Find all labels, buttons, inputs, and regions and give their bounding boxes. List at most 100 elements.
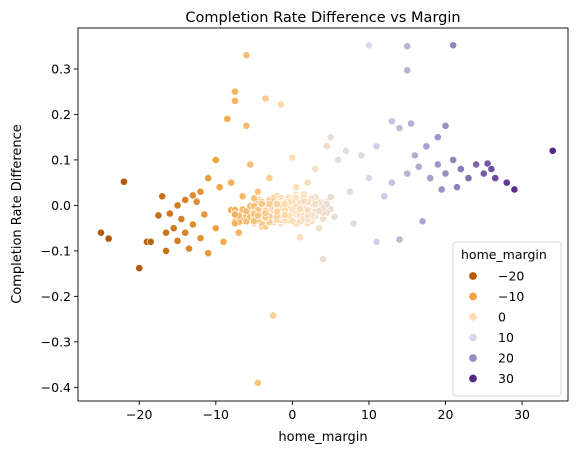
data-point [254, 211, 262, 220]
data-point [449, 41, 458, 50]
data-point [181, 228, 190, 237]
data-point [231, 219, 239, 228]
data-point [292, 183, 301, 192]
points-layer [97, 41, 557, 387]
legend: home_margin −20 −10 0 10 20 30 [452, 241, 562, 397]
y-tick-label: 0.0 [51, 198, 71, 213]
y-tick-label: −0.1 [41, 243, 71, 258]
data-point [120, 177, 128, 186]
data-point [238, 192, 247, 201]
data-point [464, 174, 473, 183]
data-point [311, 165, 320, 173]
data-point [418, 217, 427, 226]
data-point [491, 174, 500, 183]
data-point [231, 96, 239, 105]
data-point [315, 207, 324, 215]
data-point [311, 199, 320, 208]
data-point [200, 210, 209, 219]
data-point [449, 156, 458, 164]
data-point [410, 151, 419, 160]
legend-marker [468, 271, 478, 281]
data-point [388, 178, 396, 187]
x-tick-label: 20 [438, 407, 454, 422]
legend-marker [468, 332, 478, 342]
legend-label: 30 [498, 371, 514, 386]
data-point [322, 142, 331, 151]
data-point [372, 237, 381, 246]
data-point [135, 264, 144, 273]
data-point [280, 200, 289, 209]
data-point [303, 178, 312, 187]
data-point [403, 169, 412, 178]
data-point [276, 100, 285, 109]
data-point [261, 94, 270, 103]
data-point [162, 246, 170, 255]
data-point [242, 207, 251, 216]
data-point [250, 194, 258, 203]
data-point [487, 165, 496, 173]
data-point [97, 228, 105, 237]
data-point [265, 174, 274, 183]
data-point [227, 178, 236, 187]
data-point [395, 124, 404, 132]
legend-label: 10 [498, 330, 514, 345]
data-point [185, 244, 193, 253]
data-point [211, 224, 220, 233]
data-point [296, 233, 304, 242]
data-point [154, 211, 163, 220]
legend-marker [468, 373, 478, 383]
x-tick-label: 0 [288, 407, 296, 422]
data-point [261, 209, 270, 217]
data-point [288, 217, 297, 225]
data-point [326, 133, 335, 142]
legend-marker [468, 312, 478, 322]
chart-title: Completion Rate Difference vs Margin [185, 10, 460, 26]
data-point [288, 153, 297, 162]
data-point [422, 142, 431, 151]
data-point [158, 192, 167, 201]
data-point [234, 228, 243, 237]
data-point [299, 197, 308, 206]
data-point [372, 142, 381, 151]
data-point [211, 156, 220, 164]
data-point [296, 204, 304, 213]
data-point [177, 215, 186, 223]
legend-entries: −20 −10 0 10 20 30 [468, 269, 524, 386]
y-axis-label: Completion Rate Difference [10, 124, 25, 304]
y-tick-label: 0.3 [51, 61, 71, 76]
x-tick-label: 10 [361, 407, 377, 422]
legend-label: 0 [498, 310, 506, 325]
data-point [242, 121, 251, 130]
data-point [315, 224, 324, 233]
data-point [273, 207, 281, 216]
x-axis-label: home_margin [278, 430, 367, 445]
data-point [231, 87, 239, 96]
legend-box [452, 241, 562, 397]
data-point [388, 117, 396, 126]
legend-label: −20 [498, 269, 524, 284]
data-point [273, 200, 281, 208]
data-point [345, 187, 354, 196]
data-point [407, 119, 415, 128]
x-axis-ticks: −20 −10 0 10 20 30 [126, 401, 530, 422]
legend-label: 20 [498, 351, 514, 366]
data-point [257, 199, 266, 208]
data-point [483, 159, 492, 168]
data-point [441, 121, 450, 130]
data-point [326, 193, 335, 201]
x-tick-label: 30 [514, 407, 530, 422]
data-point [453, 183, 461, 192]
y-tick-label: −0.4 [41, 380, 71, 395]
y-tick-label: −0.2 [41, 289, 71, 304]
legend-label: −10 [498, 289, 524, 304]
data-point [173, 236, 182, 245]
data-point [162, 228, 170, 237]
data-point [188, 191, 197, 200]
data-point [204, 249, 213, 258]
legend-marker [468, 353, 478, 363]
data-point [319, 255, 327, 263]
y-tick-label: 0.2 [51, 107, 71, 122]
data-point [196, 187, 205, 196]
data-point [380, 192, 389, 201]
